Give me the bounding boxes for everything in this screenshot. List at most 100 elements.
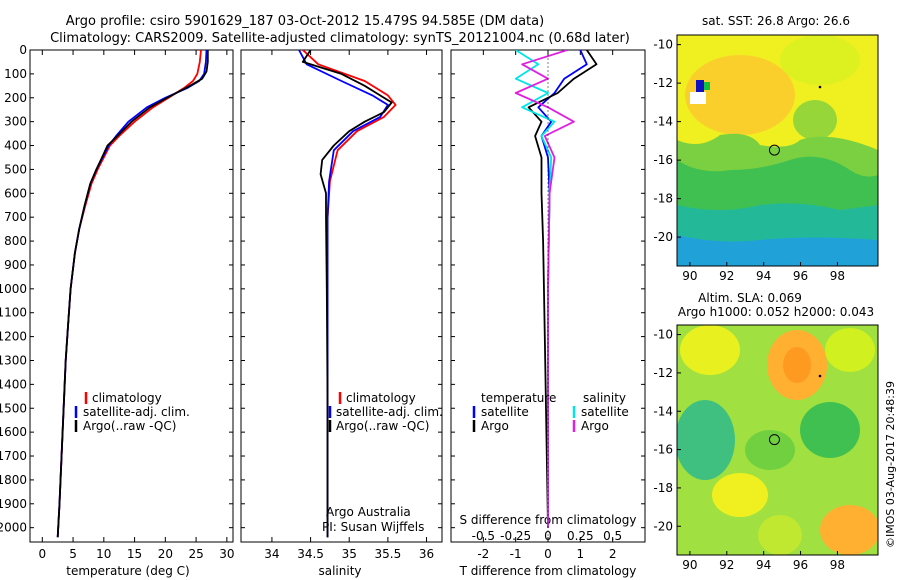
salinity-axis-label: salinity (318, 564, 361, 578)
x-tick-label: 34.5 (297, 547, 324, 561)
map-x-tick-label: 96 (793, 269, 808, 283)
map-x-tick-label: 92 (719, 269, 734, 283)
legend-label-climatology: climatology (346, 391, 416, 405)
map-y-tick-label: -16 (653, 443, 673, 457)
diff-legend-sal-satellite: satellite (581, 405, 629, 419)
salinity-legend: climatology satellite-adj. clim. Argo(..… (328, 391, 443, 433)
salinity-series (298, 50, 397, 538)
map-y-tick-label: -16 (653, 153, 673, 167)
diff-legend-sal-title: salinity (583, 391, 626, 405)
difference-legend: temperature salinity satellite Argo sate… (472, 391, 629, 433)
map-x-tick-label: 98 (830, 269, 845, 283)
map-x-tick-label: 94 (756, 269, 771, 283)
depth-tick-label: 100 (4, 67, 27, 81)
sst-map-field (677, 35, 878, 266)
x-tick-label: 15 (127, 547, 142, 561)
sst-map-title: sat. SST: 26.8 Argo: 26.6 (702, 14, 850, 28)
map-y-tick-label: -14 (653, 115, 673, 129)
depth-tick-label: 800 (4, 234, 27, 248)
t-difference-axis-label: T difference from climatology (459, 564, 637, 578)
series-line-climatology (302, 50, 397, 538)
x-tick-label: 5 (69, 547, 77, 561)
x-tick-label: 2 (609, 547, 617, 561)
depth-tick-label: 1900 (0, 497, 27, 511)
s-diff-tick-label: -0.5 (472, 529, 495, 543)
depth-tick-label: 1600 (0, 425, 27, 439)
depth-tick-label: 1700 (0, 449, 27, 463)
sla-map-frame (676, 324, 879, 556)
depth-tick-label: 2000 (0, 521, 27, 535)
figure-title-line1: Argo profile: csiro 5901629_187 03-Oct-2… (66, 14, 544, 29)
sla-map-title1: Altim. SLA: 0.069 (698, 291, 802, 305)
depth-axis: 0 100 200 300 400 500 600 700 800 900 1000 1100 1200… (0, 43, 645, 535)
x-tick-label: 20 (158, 547, 173, 561)
temperature-panel-frame (29, 49, 234, 543)
legend-label-argo: Argo(..raw -QC) (83, 419, 176, 433)
depth-tick-label: 400 (4, 139, 27, 153)
x-tick-label: 35.5 (375, 547, 402, 561)
x-tick-label: 25 (188, 547, 203, 561)
map-y-tick-label: -12 (653, 366, 673, 380)
figure-title-line2: Climatology: CARS2009. Satellite-adjuste… (50, 31, 630, 46)
x-tick-label: 35 (342, 547, 357, 561)
x-tick-label: 1 (577, 547, 585, 561)
diff-legend-temp-argo: Argo (481, 419, 509, 433)
diff-legend-temp-satellite: satellite (481, 405, 529, 419)
x-tick-label: 10 (96, 547, 111, 561)
sla-map-field (677, 325, 878, 555)
difference-x-axis: -2 -1 0 1 2 (477, 50, 616, 561)
temperature-x-axis: 0 5 10 15 20 25 30 (38, 50, 234, 561)
depth-tick-label: 600 (4, 186, 27, 200)
sla-map-island-dot (818, 374, 822, 378)
depth-tick-label: 0 (19, 43, 27, 57)
map-y-tick-label: -10 (653, 38, 673, 52)
legend-label-argo: Argo(..raw -QC) (336, 419, 429, 433)
map-y-tick-label: -18 (653, 192, 673, 206)
map-y-tick-label: -18 (653, 481, 673, 495)
map-x-tick-label: 96 (793, 558, 808, 572)
s-difference-top-axis-ticks: -0.5 -0.25 0 0.25 0.5 (472, 529, 623, 543)
salinity-x-axis: 34 34.5 35 35.5 36 (264, 50, 434, 561)
depth-tick-label: 1200 (0, 330, 27, 344)
depth-tick-label: 1000 (0, 282, 27, 296)
s-diff-tick-label: 0 (544, 529, 552, 543)
temperature-axis-label: temperature (deg C) (66, 564, 189, 578)
credit-line1: Argo Australia (326, 505, 411, 519)
x-tick-label: 34 (264, 547, 279, 561)
depth-tick-label: 200 (4, 91, 27, 105)
depth-tick-label: 1800 (0, 473, 27, 487)
sla-map-axes: 90 92 94 96 98 -10 -12 -14 -16 -18 -20 (653, 328, 845, 572)
sla-profile-location-marker (768, 434, 780, 446)
diff-legend-sal-argo: Argo (581, 419, 609, 433)
depth-tick-label: 300 (4, 115, 27, 129)
legend-label-satellite: satellite-adj. clim. (83, 405, 190, 419)
map-x-tick-label: 90 (682, 269, 697, 283)
s-diff-tick-label: 0.25 (567, 529, 594, 543)
imos-timestamp: ©IMOS 03-Aug-2017 20:48:39 (884, 381, 897, 548)
x-tick-label: 0 (38, 547, 46, 561)
depth-tick-label: 1100 (0, 306, 27, 320)
series-line-temperature-argo (527, 50, 598, 528)
depth-tick-label: 900 (4, 258, 27, 272)
map-y-tick-label: -20 (653, 519, 673, 533)
depth-tick-label: 1500 (0, 401, 27, 415)
map-y-tick-label: -12 (653, 76, 673, 90)
series-line-argo (301, 50, 393, 538)
series-line-salinity-argo (514, 50, 575, 528)
depth-tick-label: 1300 (0, 353, 27, 367)
depth-tick-label: 700 (4, 210, 27, 224)
diff-legend-temp-title: temperature (481, 391, 556, 405)
depth-tick-label: 1400 (0, 377, 27, 391)
series-line-satellite-adj-clim- (298, 50, 389, 538)
difference-series (514, 50, 598, 542)
map-y-tick-label: -14 (653, 404, 673, 418)
x-tick-label: 36 (419, 547, 434, 561)
sst-map-axes: 90 92 94 96 98 -10 -12 -14 -16 -18 -20 (653, 38, 845, 283)
temperature-series (56, 50, 209, 538)
sla-map-title2: Argo h1000: 0.052 h2000: 0.043 (678, 305, 874, 319)
map-x-tick-label: 98 (830, 558, 845, 572)
map-x-tick-label: 90 (682, 558, 697, 572)
map-y-tick-label: -10 (653, 328, 673, 342)
sst-map-frame (676, 34, 879, 267)
